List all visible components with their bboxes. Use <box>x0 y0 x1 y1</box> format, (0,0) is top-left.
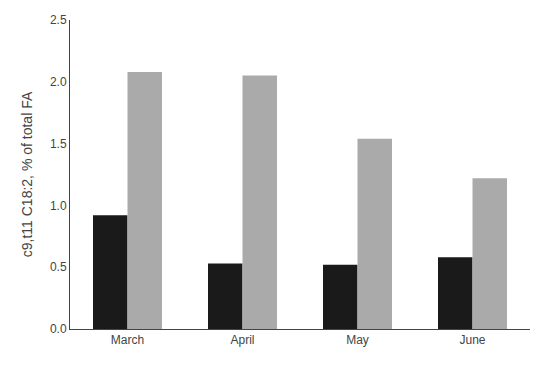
svg-text:March: March <box>111 333 144 347</box>
svg-text:May: May <box>346 333 369 347</box>
svg-text:0.5: 0.5 <box>50 260 67 274</box>
svg-text:1.0: 1.0 <box>50 199 67 213</box>
svg-text:0.0: 0.0 <box>50 322 67 336</box>
svg-text:1.5: 1.5 <box>50 137 67 151</box>
svg-text:April: April <box>230 333 254 347</box>
svg-text:2.5: 2.5 <box>50 13 67 27</box>
svg-text:c9,t11 C18:2, % of total FA: c9,t11 C18:2, % of total FA <box>19 91 35 257</box>
svg-text:2.0: 2.0 <box>50 75 67 89</box>
svg-text:June: June <box>459 333 485 347</box>
